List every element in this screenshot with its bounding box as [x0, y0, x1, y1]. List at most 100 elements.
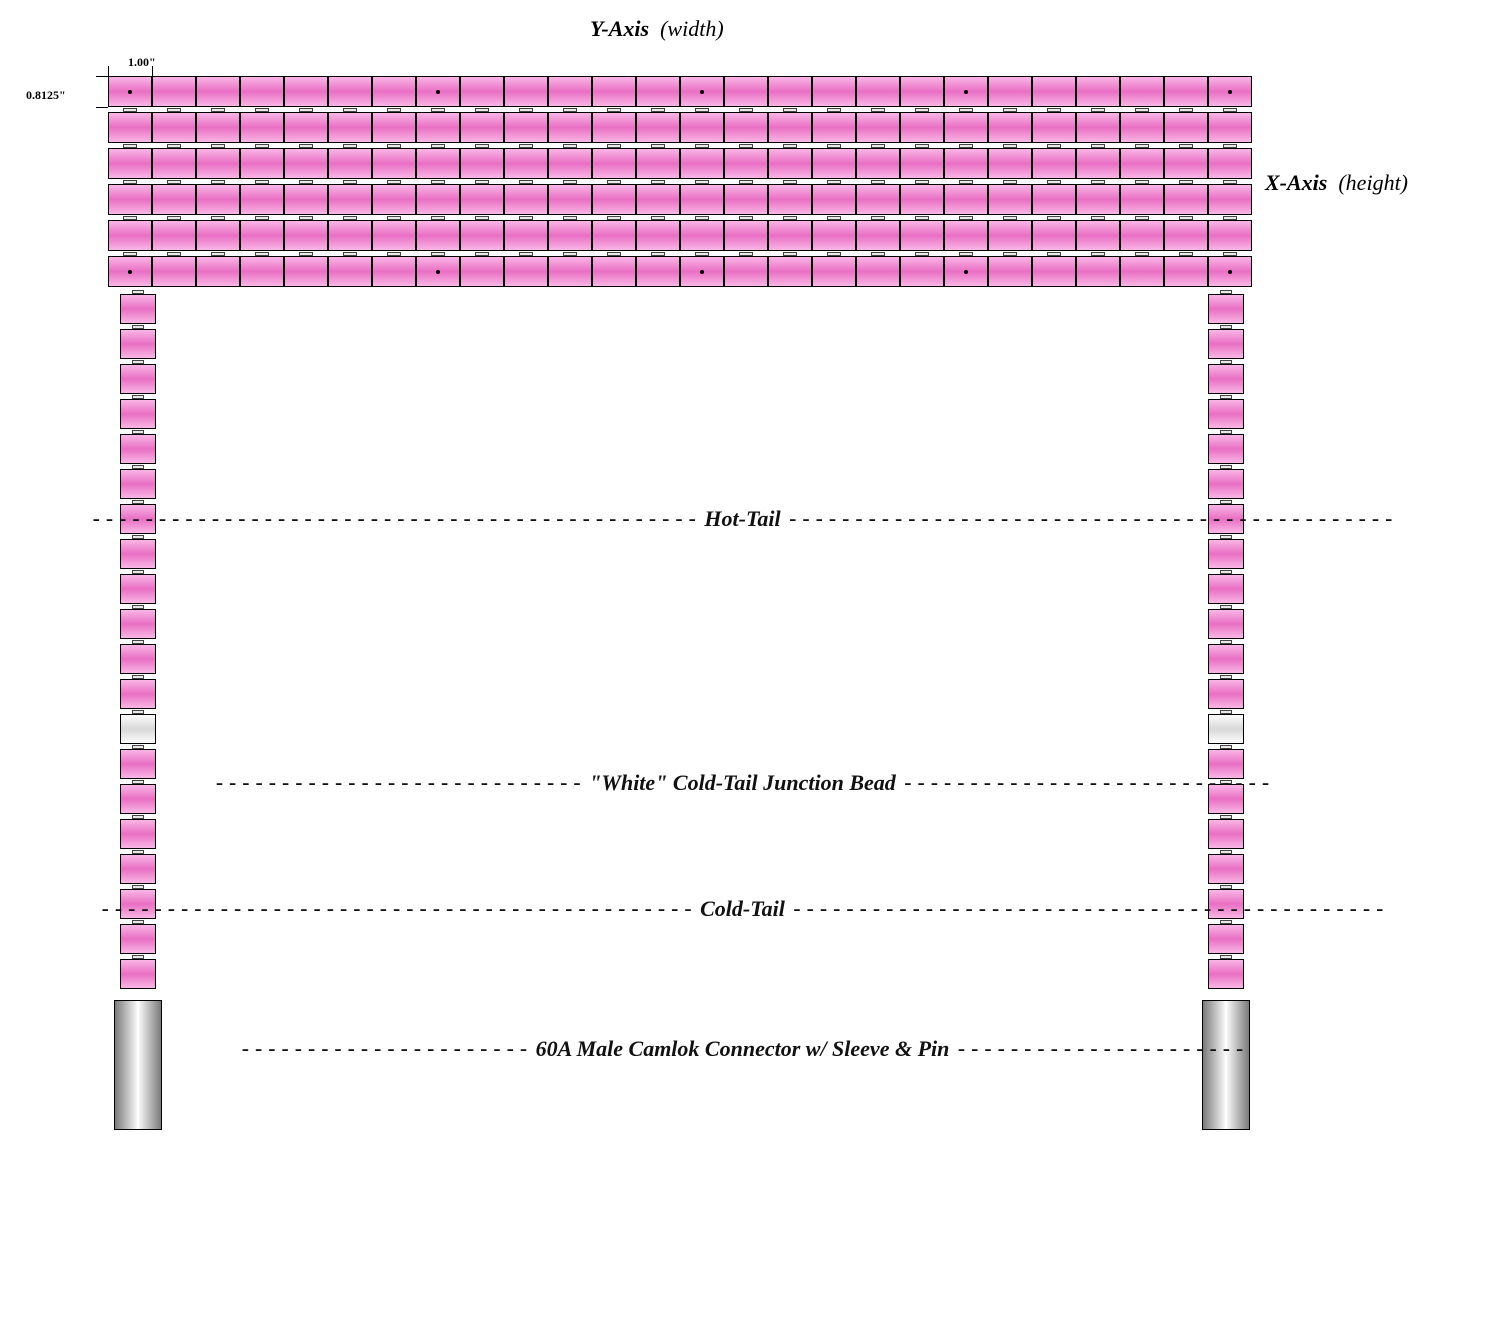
grid-clip	[915, 108, 929, 112]
grid-bead	[1120, 76, 1164, 107]
grid-bead	[548, 148, 592, 179]
tail-bead	[1208, 679, 1244, 709]
grid-bead	[284, 76, 328, 107]
grid-bead	[988, 112, 1032, 143]
grid-bead	[768, 256, 812, 287]
grid-bead	[636, 220, 680, 251]
tail-clip	[132, 640, 144, 644]
grid-bead	[240, 256, 284, 287]
grid-clip	[211, 180, 225, 184]
tail-bead	[120, 399, 156, 429]
grid-clip	[783, 216, 797, 220]
tail-clip	[1220, 465, 1232, 469]
tail-bead	[120, 539, 156, 569]
grid-bead	[944, 148, 988, 179]
tail-bead	[120, 434, 156, 464]
grid-bead	[196, 148, 240, 179]
grid-clip	[783, 180, 797, 184]
grid-bead	[196, 112, 240, 143]
grid-bead	[768, 148, 812, 179]
grid-bead	[900, 220, 944, 251]
grid-bead	[548, 76, 592, 107]
grid-clip	[959, 216, 973, 220]
grid-bead	[1120, 112, 1164, 143]
grid-clip	[1135, 144, 1149, 148]
grid-clip	[299, 144, 313, 148]
grid-bead	[284, 220, 328, 251]
tail-bead	[1208, 959, 1244, 989]
grid-bead	[196, 256, 240, 287]
grid-clip	[1003, 180, 1017, 184]
grid-clip	[255, 108, 269, 112]
grid-clip	[563, 252, 577, 256]
grid-bead	[372, 148, 416, 179]
grid-clip	[959, 180, 973, 184]
grid-bead	[372, 184, 416, 215]
grid-bead	[240, 76, 284, 107]
grid-bead	[240, 220, 284, 251]
grid-clip	[123, 180, 137, 184]
grid-bead	[460, 76, 504, 107]
grid-bead	[152, 76, 196, 107]
grid-bead	[1032, 256, 1076, 287]
grid-bead	[856, 184, 900, 215]
grid-bead	[812, 148, 856, 179]
grid-bead	[1032, 184, 1076, 215]
grid-bead	[1164, 220, 1208, 251]
grid-clip	[255, 216, 269, 220]
tail-bead	[1208, 644, 1244, 674]
tail-clip	[1220, 570, 1232, 574]
grid-clip	[739, 180, 753, 184]
grid-bead	[1208, 220, 1252, 251]
grid-clip	[871, 108, 885, 112]
grid-dot	[436, 270, 440, 274]
grid-clip	[211, 252, 225, 256]
grid-bead	[768, 112, 812, 143]
grid-bead	[108, 220, 152, 251]
grid-clip	[1135, 108, 1149, 112]
grid-bead	[416, 148, 460, 179]
grid-bead	[548, 256, 592, 287]
grid-bead	[152, 112, 196, 143]
grid-clip	[299, 252, 313, 256]
grid-bead	[108, 184, 152, 215]
grid-clip	[211, 108, 225, 112]
grid-bead	[592, 184, 636, 215]
tail-bead	[1208, 854, 1244, 884]
grid-bead	[108, 112, 152, 143]
grid-bead	[460, 184, 504, 215]
callout-text: Hot-Tail	[704, 506, 780, 531]
grid-clip	[343, 108, 357, 112]
grid-bead	[1164, 112, 1208, 143]
dim-tick	[108, 66, 109, 76]
callout-text: Cold-Tail	[700, 896, 785, 921]
grid-bead	[680, 148, 724, 179]
white-junction-bead	[120, 714, 156, 744]
grid-clip	[299, 108, 313, 112]
grid-clip	[167, 180, 181, 184]
tail-bead	[120, 679, 156, 709]
dim-tick	[96, 107, 108, 108]
grid-bead	[768, 76, 812, 107]
grid-bead	[328, 256, 372, 287]
grid-clip	[1047, 144, 1061, 148]
grid-clip	[607, 252, 621, 256]
grid-clip	[211, 216, 225, 220]
grid-bead	[152, 220, 196, 251]
grid-clip	[123, 216, 137, 220]
grid-bead	[724, 76, 768, 107]
grid-bead	[284, 148, 328, 179]
grid-bead	[548, 184, 592, 215]
grid-bead	[680, 112, 724, 143]
tail-clip	[1220, 395, 1232, 399]
grid-bead	[592, 112, 636, 143]
tail-clip	[1220, 745, 1232, 749]
grid-clip	[739, 108, 753, 112]
grid-clip	[563, 108, 577, 112]
grid-clip	[739, 252, 753, 256]
grid-bead	[812, 112, 856, 143]
grid-bead	[680, 220, 724, 251]
grid-clip	[871, 180, 885, 184]
grid-bead	[812, 220, 856, 251]
tail-bead	[120, 469, 156, 499]
